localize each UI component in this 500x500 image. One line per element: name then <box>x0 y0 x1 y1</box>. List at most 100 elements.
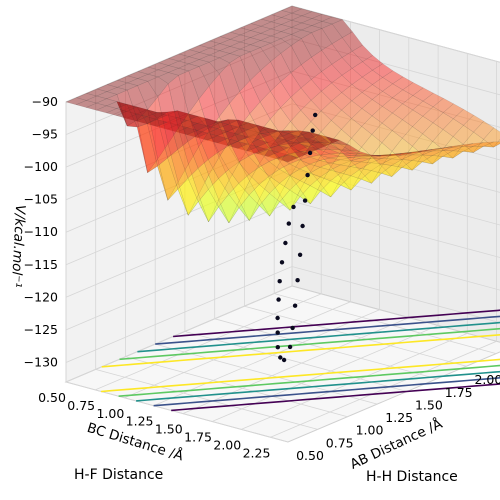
surface-patch <box>147 69 170 78</box>
surface-patch <box>402 95 424 111</box>
contour-line <box>173 309 500 338</box>
surface-patch <box>219 53 241 64</box>
y-tick-label: 1.00 <box>356 423 384 438</box>
trajectory-point <box>276 297 281 302</box>
surface-patch <box>237 119 259 138</box>
surface-patch <box>287 130 310 137</box>
surface-patch <box>178 56 200 65</box>
surface-patch <box>249 40 272 48</box>
surface-patch <box>176 113 199 121</box>
surface-patch <box>412 133 433 156</box>
surface-patch <box>462 142 484 147</box>
hh-distance-caption: H-H Distance <box>366 469 458 485</box>
surface-patch <box>147 158 168 201</box>
surface-patch <box>247 125 270 133</box>
hf-distance-caption: H-F Distance <box>74 467 164 483</box>
surface-patch <box>300 121 322 146</box>
surface-patch <box>226 133 249 142</box>
surface-patch <box>308 149 331 156</box>
surface-patch <box>329 149 351 154</box>
surface-patch <box>218 179 240 224</box>
surface-patch <box>392 103 414 120</box>
surface-patch <box>401 160 423 171</box>
surface-patch <box>279 146 301 177</box>
surface-patch <box>279 189 301 211</box>
surface-patch <box>236 143 259 152</box>
surface-patch <box>156 121 178 130</box>
surface-patch <box>147 96 169 160</box>
surface-patch <box>188 98 210 148</box>
surface-patch <box>229 34 252 43</box>
surface-patch <box>95 98 118 107</box>
surface-patch <box>319 157 341 164</box>
surface-patch <box>259 90 281 120</box>
surface-patch <box>146 112 168 120</box>
surface-patch <box>167 127 189 183</box>
surface-patch <box>361 69 383 85</box>
surface-patch <box>350 161 372 169</box>
x-tick-label: 0.75 <box>67 398 95 413</box>
z-tick-label: −105 <box>24 192 58 207</box>
surface-patch <box>411 150 433 156</box>
contour-line <box>118 364 500 397</box>
surface-patch <box>370 158 392 165</box>
surface-patch <box>166 110 189 119</box>
surface-patch <box>432 112 454 130</box>
surface-patch <box>381 165 403 177</box>
surface-patch <box>309 160 331 168</box>
surface-patch <box>229 48 251 57</box>
surface-patch <box>116 89 138 127</box>
surface-patch <box>432 149 454 165</box>
surface-patch <box>186 123 209 131</box>
surface-patch <box>310 90 332 112</box>
z-tick-label: −95 <box>32 127 58 142</box>
trajectory-point <box>291 204 296 210</box>
surface-patch <box>258 161 280 177</box>
surface-patch <box>217 119 239 147</box>
surface-patch <box>281 5 303 14</box>
surface-patch <box>370 155 391 157</box>
surface-patch <box>238 194 260 221</box>
grid-line-x <box>153 29 381 407</box>
surface-patch <box>308 154 331 161</box>
surface-patch <box>442 118 464 137</box>
surface-patch <box>301 32 322 58</box>
surface-patch <box>360 162 382 171</box>
surface-patch <box>289 168 311 181</box>
surface-patch <box>238 174 260 196</box>
surface-patch <box>380 158 403 166</box>
surface-patch <box>218 140 240 181</box>
surface-patch <box>259 35 282 44</box>
surface-patch <box>198 130 220 176</box>
surface-patch <box>206 128 229 137</box>
surface-patch <box>473 139 495 153</box>
surface-patch <box>115 103 138 112</box>
surface-patch <box>157 110 178 116</box>
surface-patch <box>227 119 249 142</box>
surface-patch <box>352 44 374 62</box>
surface-patch <box>300 79 322 101</box>
surface-patch <box>360 155 382 159</box>
surface-patch <box>126 71 149 79</box>
surface-patch <box>228 183 250 209</box>
surface-patch <box>157 83 179 145</box>
surface-patch <box>382 70 404 85</box>
surface-patch <box>198 47 221 56</box>
surface-patch <box>351 126 373 148</box>
surface-patch <box>219 46 241 54</box>
surface-patch <box>219 62 240 104</box>
surface-patch <box>381 150 403 177</box>
surface-patch <box>361 99 383 117</box>
surface-patch <box>277 154 299 163</box>
surface-patch <box>238 136 260 157</box>
surface-patch <box>299 163 321 174</box>
surface-patch <box>106 87 128 95</box>
surface-patch <box>239 30 262 38</box>
surface-patch <box>249 162 271 200</box>
surface-patch <box>280 96 302 122</box>
surface-patch <box>219 39 241 47</box>
surface-patch <box>259 147 281 180</box>
surface-patch <box>350 155 371 159</box>
surface-patch <box>278 143 300 155</box>
surface-patch <box>229 27 252 36</box>
